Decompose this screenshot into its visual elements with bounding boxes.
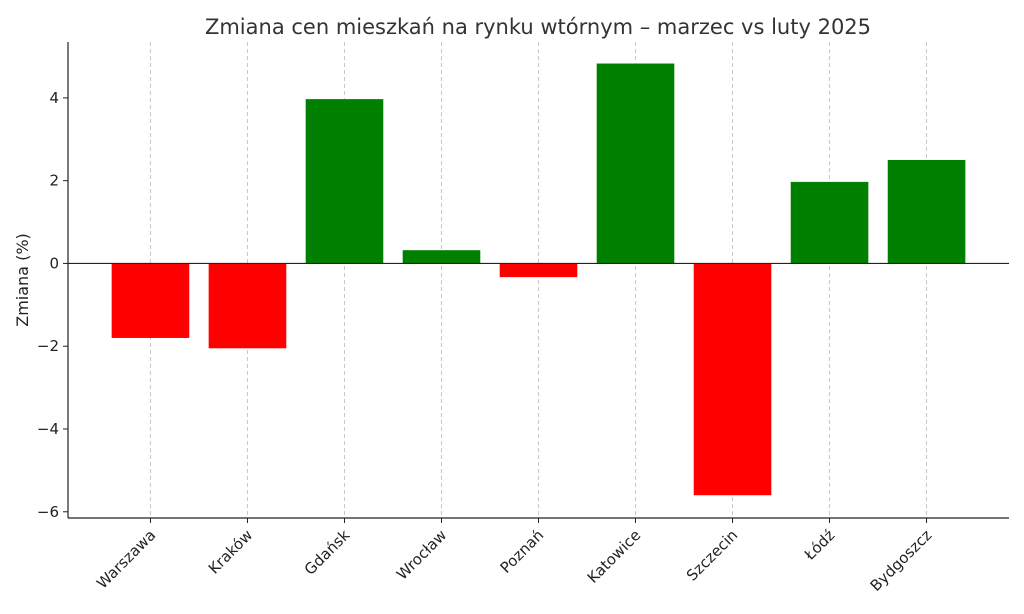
bar-8 (790, 181, 869, 264)
bar-6 (596, 63, 675, 264)
y-tick-label: 0 (49, 254, 59, 272)
bar-1 (111, 263, 190, 338)
x-tick-label: Bydgoszcz (867, 526, 936, 595)
x-tick-label: Poznań (497, 526, 548, 577)
bar-3 (305, 99, 384, 264)
x-tick-label: Łódź (800, 526, 838, 564)
bar-5 (499, 263, 578, 278)
y-tick-label: 2 (49, 172, 59, 190)
chart-title: Zmiana cen mieszkań na rynku wtórnym – m… (205, 15, 871, 39)
x-tick-label: Wrocław (393, 526, 450, 583)
x-ticks: Warszawa Kraków Gdańsk Wrocław Poznań Katowic… (93, 518, 935, 595)
y-tick-label: −6 (37, 503, 59, 521)
y-tick-label: −2 (37, 337, 59, 355)
y-tick-label: −4 (37, 420, 59, 438)
y-ticks: 4 2 0 −2 −4 −6 (37, 89, 68, 521)
x-tick-label: Katowice (584, 526, 645, 587)
x-tick-label: Warszawa (93, 526, 159, 592)
bar-2 (208, 263, 287, 349)
x-tick-label: Kraków (205, 526, 256, 577)
bars (111, 63, 966, 496)
bar-7 (693, 263, 772, 496)
y-axis-label: Zmiana (%) (13, 233, 32, 327)
bar-9 (887, 159, 966, 264)
y-tick-label: 4 (49, 89, 59, 107)
x-tick-label: Gdańsk (301, 526, 354, 579)
bar-4 (402, 250, 481, 264)
x-tick-label: Szczecin (683, 526, 741, 584)
